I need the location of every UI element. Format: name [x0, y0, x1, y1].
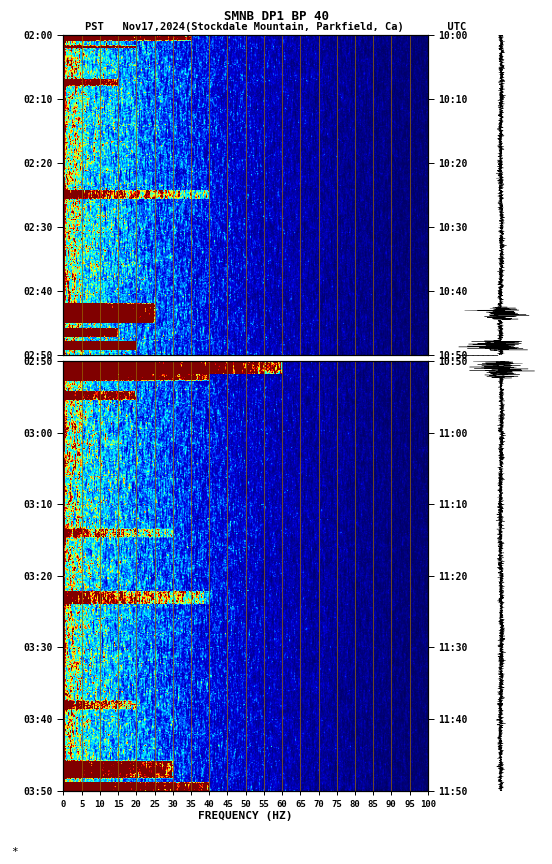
Text: SMNB DP1 BP 40: SMNB DP1 BP 40 [224, 10, 328, 23]
X-axis label: FREQUENCY (HZ): FREQUENCY (HZ) [198, 811, 293, 822]
Text: PST   Nov17,2024(Stockdale Mountain, Parkfield, Ca)       UTC: PST Nov17,2024(Stockdale Mountain, Parkf… [86, 22, 466, 33]
Text: *: * [11, 847, 18, 857]
Text: ────────: ──────── [458, 351, 498, 359]
